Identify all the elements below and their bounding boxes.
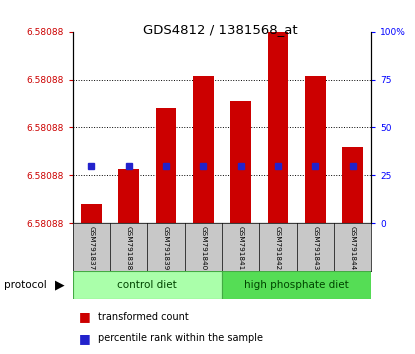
Text: GSM791837: GSM791837 — [88, 226, 94, 270]
Bar — [305, 76, 326, 223]
Text: GDS4812 / 1381568_at: GDS4812 / 1381568_at — [143, 23, 297, 36]
Text: transformed count: transformed count — [98, 312, 188, 322]
Bar — [222, 271, 371, 299]
Bar — [268, 32, 288, 223]
Text: GSM791844: GSM791844 — [350, 226, 356, 270]
Text: GSM791838: GSM791838 — [126, 226, 132, 270]
Bar — [81, 204, 102, 223]
Text: GSM791839: GSM791839 — [163, 226, 169, 270]
Text: ■: ■ — [79, 332, 90, 344]
Text: control diet: control diet — [117, 280, 177, 290]
Bar — [73, 271, 222, 299]
Text: GSM791842: GSM791842 — [275, 226, 281, 270]
Text: ▶: ▶ — [55, 279, 65, 291]
Text: GSM791841: GSM791841 — [238, 226, 244, 270]
Bar — [118, 170, 139, 223]
Bar — [342, 147, 363, 223]
Bar — [156, 108, 176, 223]
Text: GSM791843: GSM791843 — [312, 226, 318, 270]
Bar — [230, 101, 251, 223]
Text: percentile rank within the sample: percentile rank within the sample — [98, 333, 263, 343]
Text: high phosphate diet: high phosphate diet — [244, 280, 349, 290]
Text: protocol: protocol — [4, 280, 47, 290]
Bar — [193, 76, 214, 223]
Text: GSM791840: GSM791840 — [200, 226, 206, 270]
Text: ■: ■ — [79, 310, 90, 323]
